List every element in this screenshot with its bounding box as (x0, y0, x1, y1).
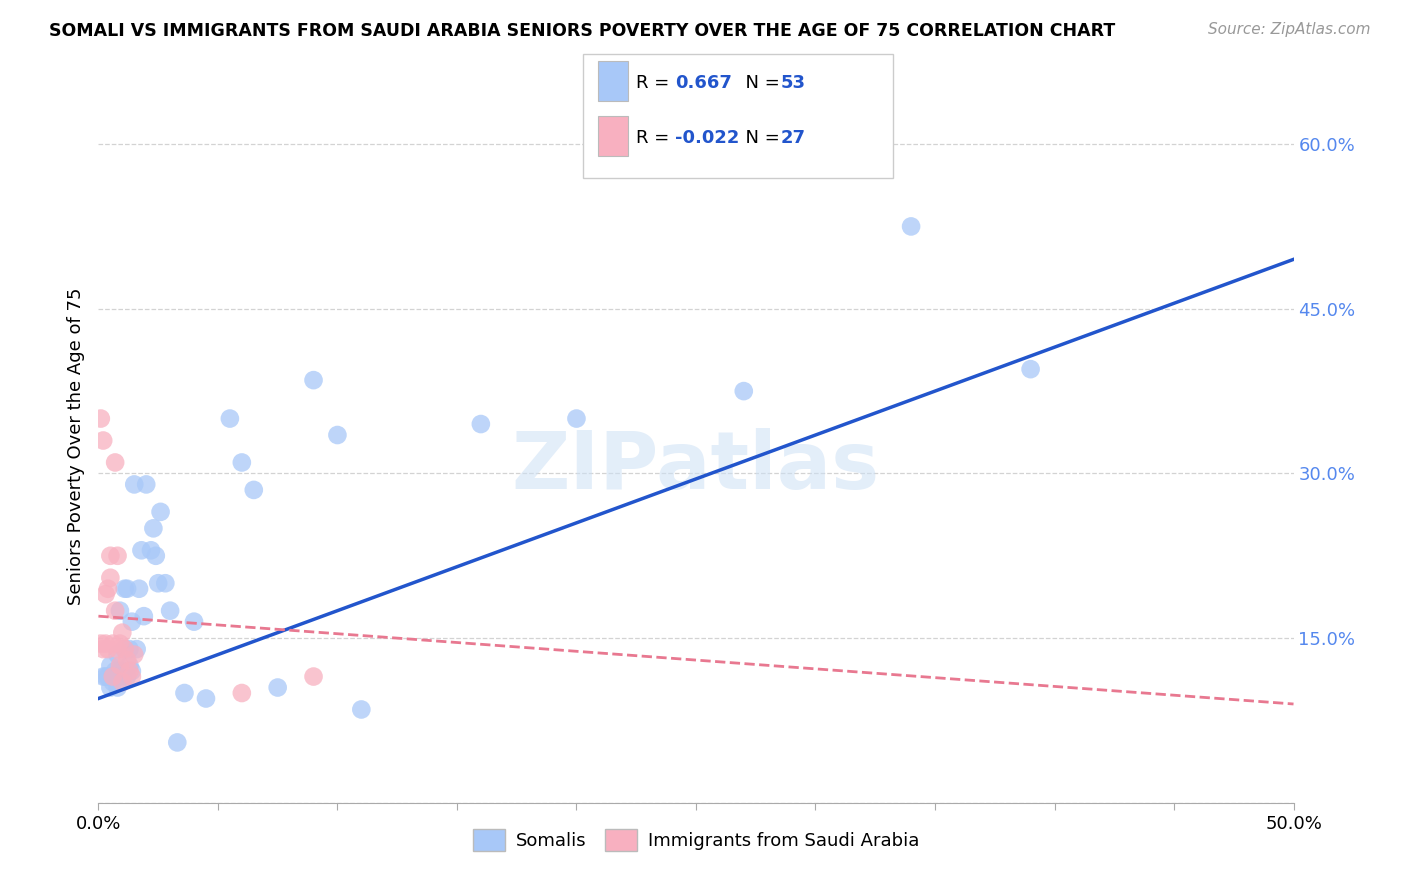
Point (118, 664, 141, 678)
Point (173, 686, 195, 700)
Point (90, 637, 112, 651)
Point (104, 604, 127, 618)
Point (121, 669, 143, 683)
Point (114, 642, 136, 657)
Point (107, 681, 129, 695)
Point (104, 664, 127, 678)
Point (108, 658, 131, 673)
Point (148, 576, 170, 591)
Point (231, 686, 253, 700)
Point (94, 669, 117, 683)
Text: ZIPatlas: ZIPatlas (512, 428, 880, 507)
Point (115, 653, 138, 667)
Text: Source: ZipAtlas.com: Source: ZipAtlas.com (1208, 22, 1371, 37)
Point (111, 625, 134, 640)
Text: 53: 53 (780, 74, 806, 92)
Point (111, 669, 134, 683)
Point (107, 549, 129, 563)
Point (1019, 362, 1042, 376)
Point (155, 576, 177, 591)
Point (149, 505, 172, 519)
Point (900, 219, 922, 234)
Point (326, 428, 349, 442)
Point (124, 648, 146, 662)
Point (118, 658, 141, 673)
Point (114, 642, 136, 657)
Text: R =: R = (636, 74, 675, 92)
Point (124, 477, 146, 491)
Point (132, 609, 155, 624)
Legend: Somalis, Immigrants from Saudi Arabia: Somalis, Immigrants from Saudi Arabia (465, 822, 927, 858)
Point (302, 373, 325, 387)
Text: N =: N = (734, 74, 786, 92)
Text: -0.022: -0.022 (675, 128, 740, 147)
Point (159, 604, 181, 618)
Y-axis label: Seniors Poverty Over the Age of 75: Seniors Poverty Over the Age of 75 (66, 287, 84, 605)
Point (97, 669, 120, 683)
Point (302, 669, 325, 683)
Point (166, 735, 188, 749)
Point (733, 384, 755, 398)
Point (115, 582, 138, 596)
Point (94, 637, 117, 651)
Point (94, 587, 117, 601)
Point (219, 411, 242, 425)
Point (231, 455, 253, 469)
Point (350, 702, 373, 716)
Point (98, 549, 122, 563)
Point (470, 417, 492, 431)
Text: R =: R = (636, 128, 675, 147)
Point (115, 669, 138, 683)
Point (97, 642, 120, 657)
Point (91, 434, 114, 448)
Point (183, 615, 205, 629)
Point (98, 571, 122, 585)
Point (267, 681, 290, 695)
Point (101, 637, 124, 651)
Point (107, 642, 129, 657)
Point (101, 669, 124, 683)
Point (98, 658, 122, 673)
Point (101, 669, 124, 683)
Point (139, 543, 162, 558)
Point (111, 675, 134, 690)
Point (108, 664, 131, 678)
Point (121, 615, 143, 629)
Point (90, 411, 112, 425)
Text: SOMALI VS IMMIGRANTS FROM SAUDI ARABIA SENIORS POVERTY OVER THE AGE OF 75 CORREL: SOMALI VS IMMIGRANTS FROM SAUDI ARABIA S… (49, 22, 1115, 40)
Point (91, 669, 114, 683)
Point (195, 691, 218, 706)
Point (107, 648, 129, 662)
Point (97, 582, 120, 596)
Point (135, 477, 157, 491)
Point (121, 664, 143, 678)
Text: 27: 27 (780, 128, 806, 147)
Point (128, 582, 150, 596)
Point (111, 664, 134, 678)
Point (101, 675, 124, 690)
Point (145, 549, 167, 563)
Point (565, 411, 588, 425)
Point (125, 642, 148, 657)
Point (114, 582, 136, 596)
Point (243, 483, 266, 497)
Text: 0.667: 0.667 (675, 74, 731, 92)
Point (108, 637, 131, 651)
Point (91, 642, 114, 657)
Point (98, 681, 122, 695)
Text: N =: N = (734, 128, 786, 147)
Point (108, 604, 131, 618)
Point (131, 543, 153, 558)
Point (142, 521, 165, 535)
Point (104, 455, 127, 469)
Point (118, 642, 141, 657)
Point (104, 669, 127, 683)
